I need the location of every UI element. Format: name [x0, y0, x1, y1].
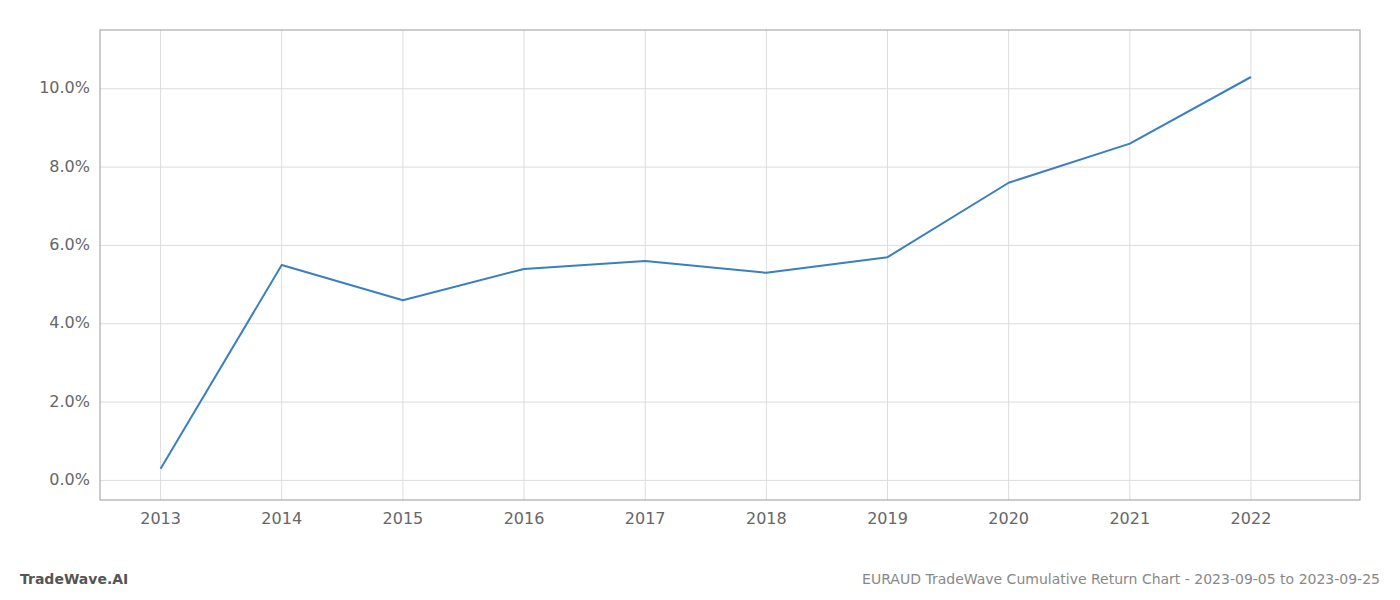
chart: 0.0% 2.0% 4.0% 6.0% 8.0% 10.0% 2013 2014 2015 201…: [0, 0, 1400, 600]
y-grid-line: [100, 480, 1360, 481]
x-tick-label: 2017: [625, 509, 666, 528]
x-grid-line: [887, 30, 888, 500]
y-tick-label: 10.0%: [39, 78, 90, 97]
x-tick-label: 2015: [383, 509, 424, 528]
y-tick-label: 0.0%: [49, 470, 90, 489]
y-grid-line: [100, 402, 1360, 403]
x-grid-line: [766, 30, 767, 500]
y-grid-line: [100, 245, 1360, 246]
y-grid-line: [100, 323, 1360, 324]
x-tick-label: 2013: [140, 509, 181, 528]
x-tick-label: 2016: [504, 509, 545, 528]
footer-right: EURAUD TradeWave Cumulative Return Chart…: [862, 571, 1380, 587]
x-grid-line: [160, 30, 161, 500]
y-tick-label: 2.0%: [49, 392, 90, 411]
plot-frame: [100, 30, 1360, 500]
x-tick-label: 2014: [261, 509, 302, 528]
y-tick-label: 6.0%: [49, 235, 90, 254]
x-grid-line: [1129, 30, 1130, 500]
x-grid-line: [402, 30, 403, 500]
axes: 0.0% 2.0% 4.0% 6.0% 8.0% 10.0% 2013 2014 2015 201…: [39, 30, 1360, 528]
y-tick-label: 8.0%: [49, 157, 90, 176]
x-grid-line: [1008, 30, 1009, 500]
x-tick-label: 2018: [746, 509, 787, 528]
series-group: [161, 77, 1251, 469]
y-tick-label: 4.0%: [49, 313, 90, 332]
footer-left: TradeWave.AI: [20, 571, 128, 587]
x-grid-line: [524, 30, 525, 500]
grid: [100, 30, 1360, 500]
line: [161, 77, 1251, 469]
x-tick-label: 2021: [1109, 509, 1150, 528]
y-grid-line: [100, 88, 1360, 89]
x-grid-line: [645, 30, 646, 500]
x-tick-label: 2022: [1231, 509, 1272, 528]
x-tick-label: 2020: [988, 509, 1029, 528]
x-grid-line: [1250, 30, 1251, 500]
x-tick-label: 2019: [867, 509, 908, 528]
y-grid-line: [100, 167, 1360, 168]
